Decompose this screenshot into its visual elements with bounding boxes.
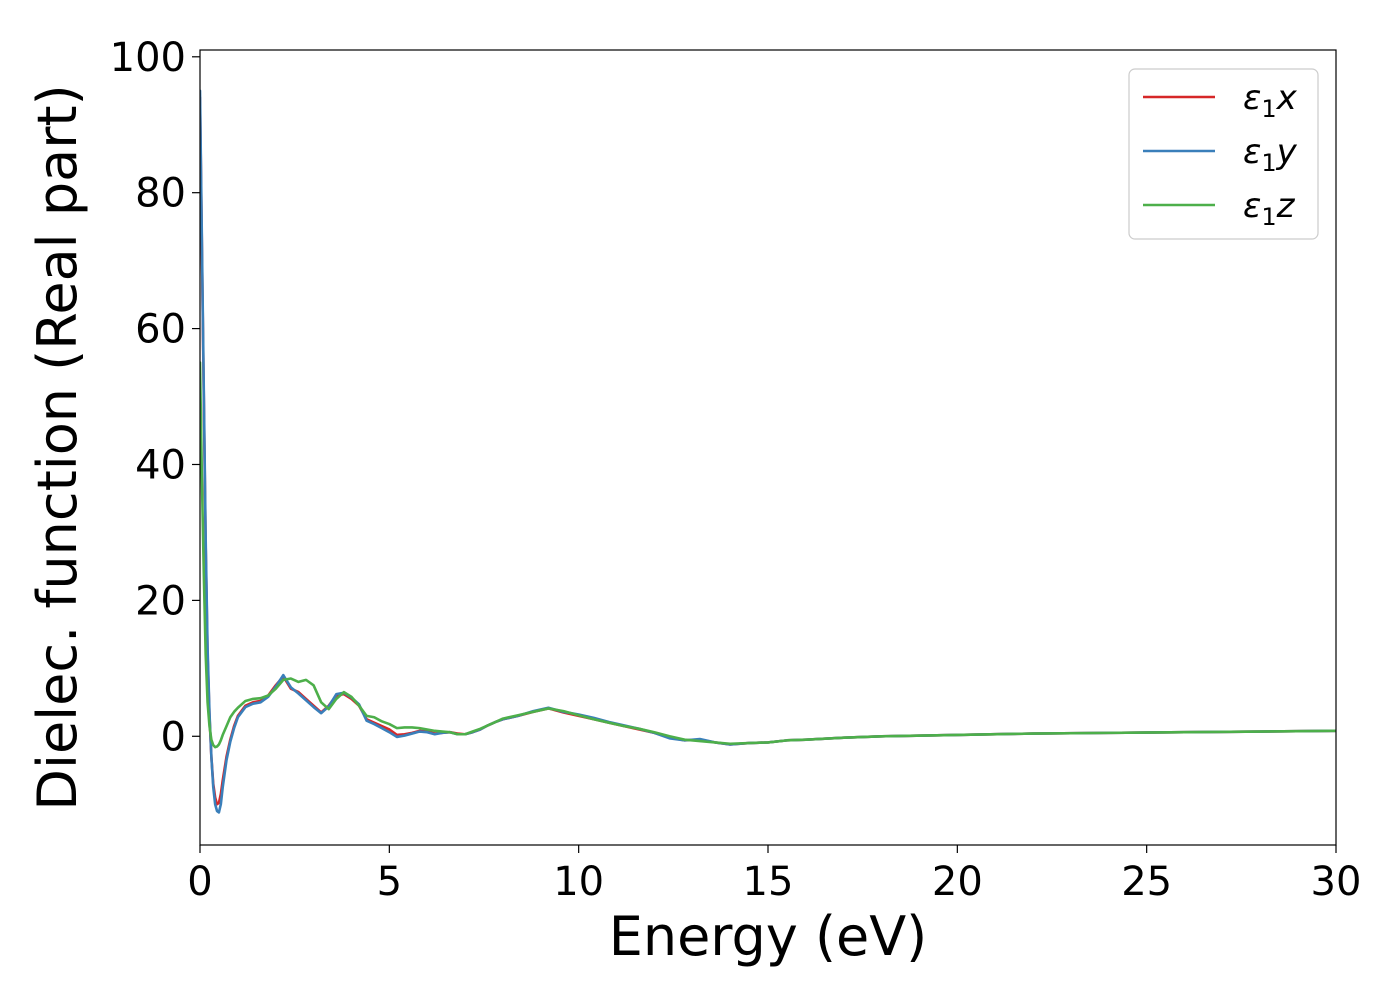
series-line-z: [200, 361, 1336, 749]
y-tick-label: 40: [135, 442, 186, 488]
legend-label-y: ε1y: [1243, 132, 1298, 177]
legend-box: [1128, 68, 1319, 240]
x-tick-label: 15: [743, 859, 794, 905]
x-tick-label: 25: [1121, 859, 1172, 905]
y-tick-label: 80: [135, 171, 186, 217]
x-tick-label: 5: [377, 859, 402, 905]
legend-label-z: ε1z: [1243, 186, 1296, 231]
legend: ε1x ε1y ε1z: [1128, 68, 1319, 240]
y-tick-label: 20: [135, 578, 186, 624]
x-tick-label: 0: [187, 859, 212, 905]
y-tick-label: 60: [135, 307, 186, 353]
x-tick-label: 10: [553, 859, 604, 905]
x-tick-label: 20: [932, 859, 983, 905]
y-axis-label: Dielec. function (Real part): [26, 84, 89, 810]
y-tick-label: 0: [161, 714, 186, 760]
y-tick-label: 100: [110, 35, 186, 81]
series-group: [200, 89, 1336, 814]
legend-label-x: ε1x: [1243, 78, 1298, 123]
x-tick-label: 30: [1311, 859, 1362, 905]
x-axis-label: Energy (eV): [609, 905, 928, 968]
